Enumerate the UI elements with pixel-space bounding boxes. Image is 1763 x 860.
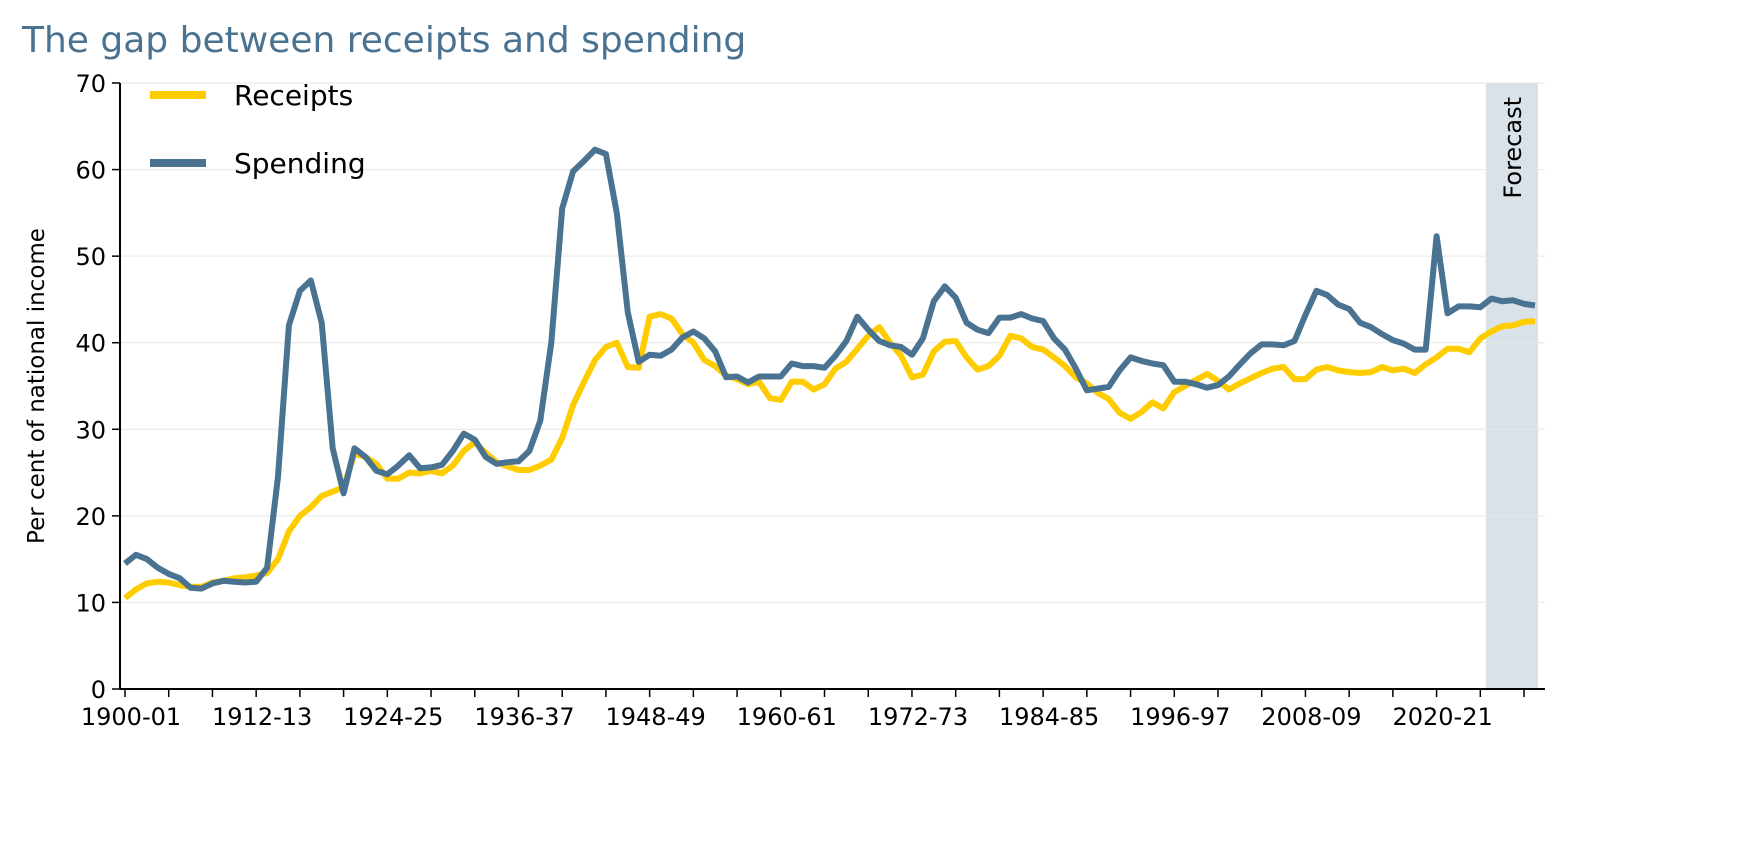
y-tick-label: 40 xyxy=(75,330,106,358)
y-tick-label: 60 xyxy=(75,157,106,185)
x-tick-label: 1996-97 xyxy=(1130,703,1230,731)
x-tick-label: 1984-85 xyxy=(999,703,1099,731)
y-tick-label: 70 xyxy=(75,70,106,98)
forecast-region: Forecast xyxy=(1485,83,1538,689)
legend: Receipts Spending xyxy=(150,79,366,180)
legend-label-spending: Spending xyxy=(234,147,366,180)
series-line-spending xyxy=(123,146,1536,592)
x-tick-label: 2020-21 xyxy=(1392,703,1492,731)
forecast-label: Forecast xyxy=(1499,97,1527,199)
forecast-shade xyxy=(1485,83,1538,689)
series xyxy=(123,146,1536,601)
chart-title: The gap between receipts and spending xyxy=(21,20,746,61)
y-tick-label: 30 xyxy=(75,416,106,444)
x-tick-label: 1924-25 xyxy=(343,703,443,731)
x-tick-label: 1936-37 xyxy=(474,703,574,731)
x-tick-label: 1912-13 xyxy=(212,703,312,731)
x-tick-label: 1900-01 xyxy=(81,703,181,731)
y-tick-label: 10 xyxy=(75,589,106,617)
gridlines xyxy=(120,82,1545,603)
y-axis-label: Per cent of national income xyxy=(24,228,50,544)
x-tick-label: 1960-61 xyxy=(737,703,837,731)
x-tick-label: 2008-09 xyxy=(1261,703,1361,731)
y-tick-label: 0 xyxy=(91,676,106,704)
legend-label-receipts: Receipts xyxy=(234,79,353,112)
y-tick-label: 20 xyxy=(75,503,106,531)
axes: 0 10 20 30 40 50 60 70 1900-01 1912-13 1924-25 1936… xyxy=(75,70,1545,731)
y-tick-label: 50 xyxy=(75,243,106,271)
x-tick-label: 1972-73 xyxy=(868,703,968,731)
x-tick-label: 1948-49 xyxy=(605,703,705,731)
